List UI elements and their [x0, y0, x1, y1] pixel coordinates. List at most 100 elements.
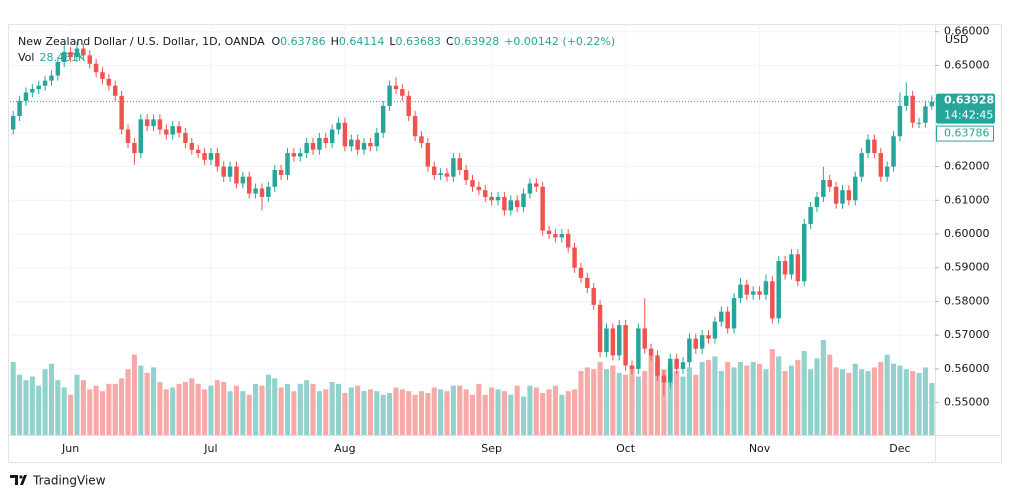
- y-tick-label: 0.60000: [944, 227, 990, 240]
- volume-bar: [693, 374, 699, 435]
- y-tick-label: 0.58000: [944, 294, 990, 307]
- volume-bar: [705, 360, 712, 435]
- candle-body: [438, 173, 443, 176]
- volume-bar: [208, 385, 214, 435]
- candle-body: [42, 80, 48, 86]
- volume-bar: [929, 383, 935, 435]
- countdown: 14:42:45: [944, 109, 993, 122]
- volume-bar: [744, 365, 750, 435]
- volume-bar: [718, 371, 724, 435]
- volume-bar: [808, 369, 814, 435]
- volume-bar: [259, 385, 265, 435]
- candle-body: [846, 190, 852, 201]
- candle-body: [195, 149, 201, 154]
- volume-bar: [833, 367, 839, 435]
- volume-bar: [195, 383, 201, 435]
- volume-bar: [106, 383, 112, 435]
- volume-pane: [10, 340, 935, 435]
- candle-body: [699, 335, 705, 349]
- volume-bar: [654, 361, 661, 435]
- candle-body: [821, 180, 826, 197]
- candle-body: [604, 328, 609, 353]
- volume-bar: [361, 391, 367, 435]
- volume-bar: [80, 380, 86, 435]
- candle-body: [553, 234, 558, 238]
- candle-body: [904, 95, 909, 106]
- candle-body: [750, 291, 756, 295]
- volume-bar: [335, 383, 342, 435]
- y-tick-label: 0.62000: [944, 160, 990, 173]
- candle-body: [565, 234, 571, 248]
- volume-value: 28.461K: [39, 51, 85, 64]
- change-value: +0.00142 (+0.22%): [504, 35, 615, 48]
- brand-logo[interactable]: TradingView: [10, 474, 106, 488]
- candle-body: [534, 183, 539, 187]
- y-tick-label: 0.66000: [944, 25, 990, 38]
- candle-body: [113, 85, 118, 96]
- volume-bar: [584, 367, 590, 435]
- candle-body: [444, 173, 450, 177]
- candle-body: [457, 158, 462, 170]
- volume-bar: [87, 389, 93, 435]
- volume-bar: [878, 361, 884, 435]
- volume-bar: [565, 391, 571, 435]
- candle-body: [859, 153, 864, 177]
- candle-body: [502, 196, 507, 211]
- volume-bar: [801, 350, 807, 435]
- candle-body: [285, 153, 290, 176]
- volume-bar: [374, 391, 380, 435]
- volume-bar: [540, 392, 546, 435]
- candle-body: [789, 254, 794, 275]
- volume-bar: [514, 385, 520, 435]
- candle-body: [246, 176, 252, 194]
- candle-body: [878, 153, 884, 177]
- candle-body: [336, 122, 341, 130]
- volume-bar: [533, 387, 539, 435]
- candle-body: [483, 190, 488, 197]
- candle-body: [30, 89, 35, 93]
- candle-body: [674, 358, 679, 369]
- volume-bar: [348, 387, 354, 435]
- candle-body: [495, 196, 501, 201]
- last-price-tag: [936, 93, 995, 124]
- candle-body: [157, 119, 163, 130]
- volume-bar: [125, 369, 131, 435]
- volume-bar: [246, 394, 252, 435]
- volume-bar: [202, 389, 208, 435]
- candle-body: [514, 200, 520, 208]
- candle-body: [668, 358, 673, 383]
- candle-body: [591, 287, 596, 305]
- volume-bar: [674, 371, 680, 435]
- volume-bar: [559, 394, 565, 435]
- x-tick-label: Nov: [749, 442, 771, 455]
- candle-body: [406, 95, 411, 117]
- candle-body: [144, 119, 150, 127]
- candle-body: [355, 139, 360, 150]
- candle-body: [763, 281, 769, 295]
- candle-body: [923, 106, 928, 123]
- volume-bar: [667, 365, 673, 435]
- candle-body: [687, 338, 692, 363]
- x-tick-label: Jul: [203, 442, 217, 455]
- candle-body: [476, 186, 482, 191]
- candle-body: [757, 291, 762, 295]
- volume-bar: [712, 356, 718, 435]
- volume-bar: [489, 387, 495, 435]
- volume-bar: [131, 354, 137, 435]
- candle-body: [74, 48, 80, 57]
- candle-body: [221, 166, 226, 177]
- volume-bar: [253, 383, 259, 435]
- candle-body: [508, 200, 514, 211]
- candle-body: [374, 132, 380, 147]
- candle-body: [132, 142, 137, 154]
- candle-body: [572, 247, 577, 268]
- candle-body: [814, 196, 820, 208]
- volume-bar: [150, 367, 157, 435]
- candle-body: [629, 365, 635, 369]
- volume-bar: [725, 361, 731, 435]
- volume-bar: [233, 385, 240, 435]
- y-tick-label: 0.61000: [944, 193, 990, 206]
- volume-bar: [520, 396, 527, 435]
- volume-bar: [284, 383, 291, 435]
- volume-bar: [852, 363, 858, 435]
